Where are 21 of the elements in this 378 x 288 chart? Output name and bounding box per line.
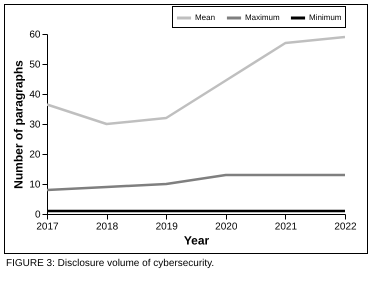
x-tick-label: 2021 xyxy=(274,222,298,232)
legend-label: Minimum xyxy=(309,13,342,22)
x-axis-title: Year xyxy=(184,234,210,248)
legend-label: Maximum xyxy=(245,13,280,22)
y-tick-label: 60 xyxy=(29,30,41,40)
line-series xyxy=(47,36,345,126)
y-tick-label: 30 xyxy=(29,120,41,130)
x-tick-label: 2017 xyxy=(36,222,60,232)
y-tick-label: 40 xyxy=(29,90,41,100)
y-tick-label: 0 xyxy=(34,210,41,220)
y-tick-label: 20 xyxy=(29,150,41,160)
x-tick-label: 2019 xyxy=(156,222,178,232)
y-tick-label: 10 xyxy=(29,180,41,190)
line-series xyxy=(47,174,345,192)
legend-label: Mean xyxy=(195,13,216,22)
x-tick-label: 2022 xyxy=(334,222,358,232)
caption: FIGURE 3: Disclosure volume of cybersecurity. xyxy=(6,258,214,269)
x-tick-label: 2020 xyxy=(215,222,238,232)
x-tick-label: 2018 xyxy=(96,222,119,232)
y-axis-title: Number of paragraphs xyxy=(11,60,26,189)
y-tick-label: 50 xyxy=(29,60,41,70)
